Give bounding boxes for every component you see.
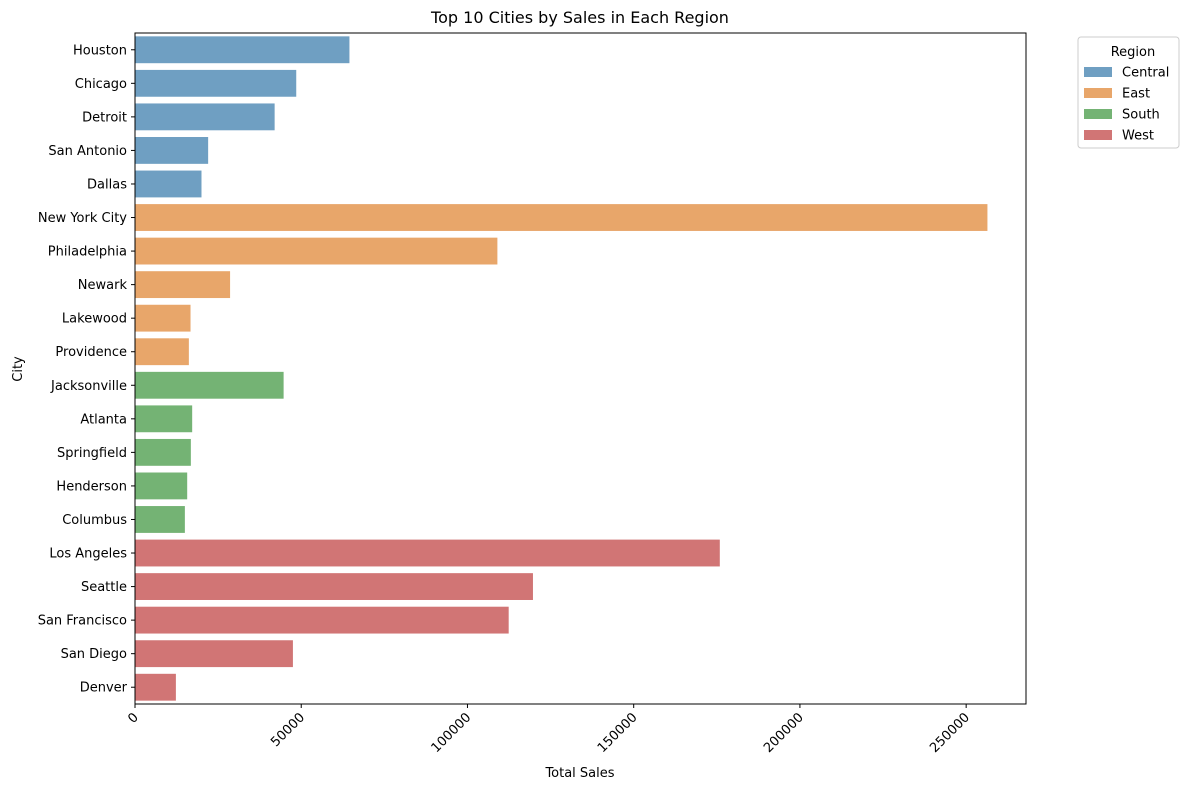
legend: Region Central East South West: [1077, 36, 1180, 149]
bar: [135, 103, 275, 131]
bar: [135, 271, 231, 299]
bar: [135, 338, 189, 366]
y-tick-label: San Antonio: [48, 144, 127, 159]
bars-group: [135, 36, 988, 701]
legend-label: East: [1122, 87, 1150, 102]
y-axis-label: City: [11, 356, 26, 382]
legend-label: South: [1122, 108, 1160, 123]
legend-frame: [1077, 36, 1180, 149]
x-tick-label: 0: [125, 710, 141, 726]
x-tick-label: 200000: [761, 710, 807, 756]
x-tick-label: 250000: [927, 710, 973, 756]
bar: [135, 405, 193, 433]
legend-label: West: [1122, 129, 1154, 144]
bar: [135, 69, 297, 97]
bar: [135, 204, 988, 231]
y-tick-label: Lakewood: [62, 312, 127, 327]
y-tick-label: Seattle: [81, 580, 127, 595]
legend-swatch: [1084, 109, 1112, 119]
bar: [135, 539, 720, 567]
y-tick-label: Los Angeles: [49, 547, 127, 562]
bar: [135, 371, 284, 399]
bar: [135, 606, 509, 634]
bar: [135, 438, 191, 466]
bar: [135, 36, 350, 64]
y-tick-label: San Francisco: [38, 614, 127, 629]
y-tick-label: San Diego: [61, 647, 127, 662]
chart-title: Top 10 Cities by Sales in Each Region: [430, 8, 729, 27]
bar: [135, 137, 209, 164]
legend-title: Region: [1111, 45, 1156, 60]
y-tick-label: New York City: [38, 211, 127, 226]
y-axis-ticks: Houston Chicago Detroit San Antonio Dallas Ne…: [38, 43, 135, 696]
y-tick-label: Atlanta: [80, 412, 127, 427]
legend-label: Central: [1122, 66, 1169, 81]
y-tick-label: Dallas: [87, 177, 127, 192]
x-axis-label: Total Sales: [544, 766, 614, 781]
legend-swatch: [1084, 67, 1112, 77]
bar: [135, 304, 191, 332]
y-tick-label: Newark: [78, 278, 128, 293]
y-tick-label: Providence: [55, 345, 127, 360]
bar: [135, 506, 185, 533]
bar: [135, 237, 498, 265]
bar: [135, 472, 188, 500]
y-tick-label: Jacksonville: [50, 379, 127, 394]
y-tick-label: Philadelphia: [48, 245, 127, 260]
y-tick-label: Chicago: [75, 77, 127, 92]
y-tick-label: Henderson: [56, 479, 127, 494]
bar: [135, 640, 293, 668]
y-tick-label: Detroit: [82, 110, 127, 125]
x-tick-label: 100000: [429, 710, 475, 756]
x-tick-label: 150000: [595, 710, 641, 756]
x-tick-label: 50000: [268, 710, 308, 750]
legend-swatch: [1084, 130, 1112, 140]
y-tick-label: Denver: [80, 681, 128, 696]
bar: [135, 673, 176, 701]
x-axis-ticks: 0 50000 100000 150000 200000 250000: [125, 704, 973, 756]
bar: [135, 170, 202, 198]
y-tick-label: Columbus: [62, 513, 127, 528]
bar: [135, 573, 533, 600]
y-tick-label: Springfield: [57, 446, 127, 461]
y-tick-label: Houston: [73, 43, 127, 58]
legend-swatch: [1084, 88, 1112, 98]
legend-items: Central East South West: [1084, 66, 1169, 144]
plot-frame: [134, 32, 1027, 705]
